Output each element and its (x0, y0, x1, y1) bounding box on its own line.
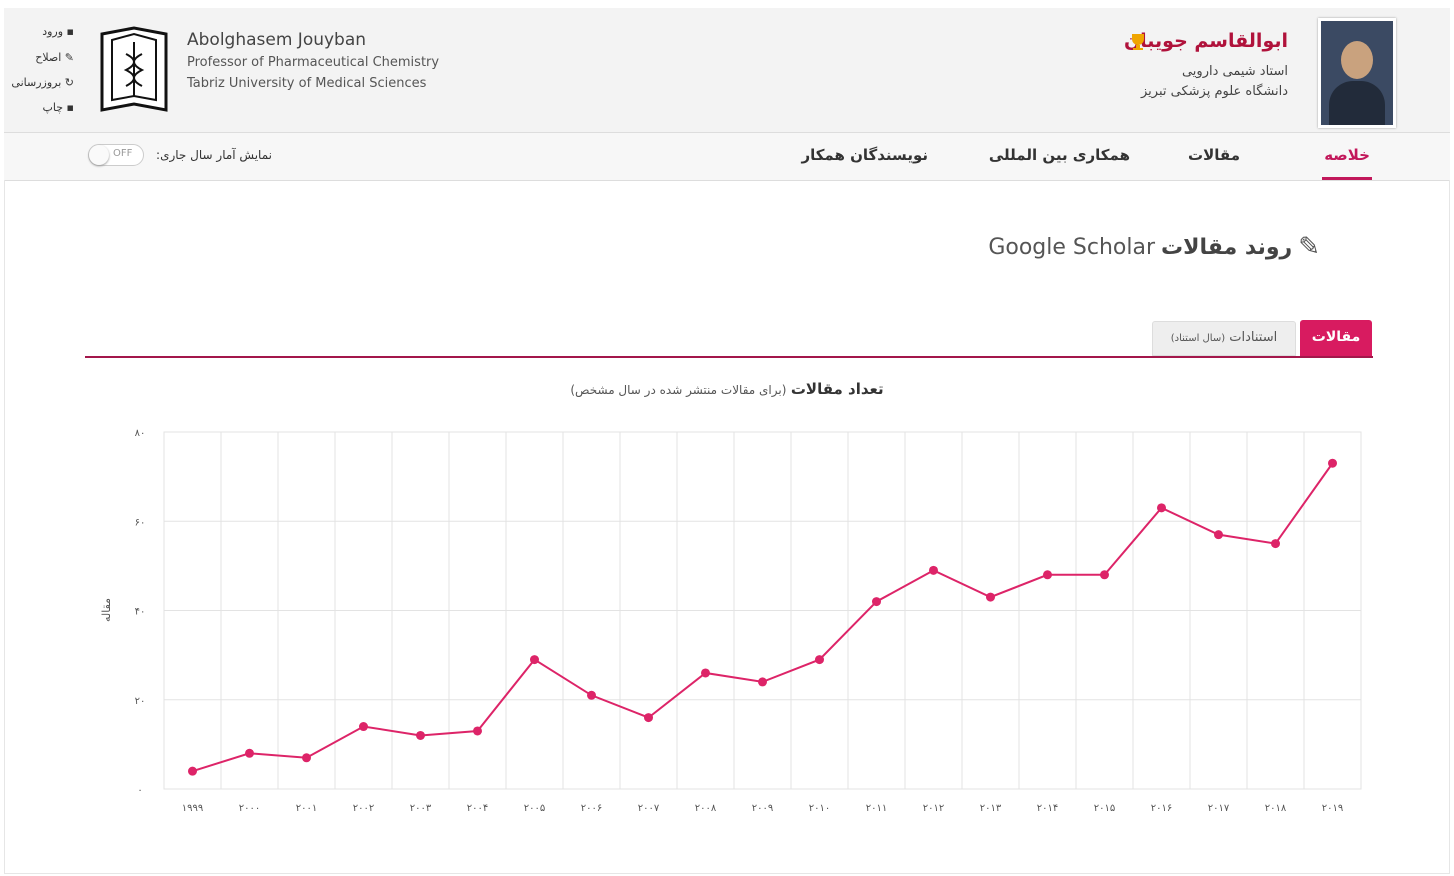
y-axis-label: مقاله (100, 598, 113, 622)
section-title: روند مقالات (1161, 235, 1292, 260)
chart-title: تعداد مقالات (791, 380, 884, 398)
tab-note[interactable]: (سال استناد) (1171, 333, 1225, 344)
data-point (473, 726, 482, 735)
print-link[interactable]: ▪ چاپ (43, 101, 74, 114)
name-en: Abolghasem Jouyban (187, 30, 366, 50)
title-fa: استاد شیمی دارویی (1182, 64, 1288, 79)
toggle-label: نمایش آمار سال جاری: (156, 148, 272, 162)
data-point (416, 731, 425, 740)
nav-tab[interactable]: نویسندگان همکار (801, 146, 928, 164)
x-tick-label: ۱۹۹۹ (182, 803, 203, 814)
data-point (1214, 530, 1223, 539)
data-point (359, 722, 368, 731)
data-point (1100, 570, 1109, 579)
login-link[interactable]: ▪ ورود (42, 25, 74, 38)
x-tick-label: ۲۰۰۳ (410, 803, 432, 814)
header: ابوالقاسم جویبان استاد شیمی دارویی دانشگ… (4, 8, 1450, 133)
link-text[interactable]: چاپ (43, 101, 64, 114)
x-tick-label: ۲۰۰۹ (752, 803, 773, 814)
link-text[interactable]: بروزرسانی (11, 76, 61, 89)
tab-underline (85, 356, 1373, 358)
x-tick-label: ۲۰۰۷ (638, 803, 660, 814)
profile-photo (1318, 18, 1396, 128)
data-point (929, 566, 938, 575)
section-tab[interactable]: استنادات (سال استناد) (1152, 321, 1296, 356)
trophy-icon (1128, 32, 1148, 52)
x-tick-label: ۲۰۱۱ (866, 803, 887, 814)
x-tick-label: ۲۰۱۶ (1151, 803, 1172, 814)
nav-tab[interactable]: مقالات (1188, 146, 1240, 164)
refresh-link[interactable]: ↻ بروزرسانی (11, 76, 74, 89)
y-tick-label: ۲۰ (135, 696, 146, 707)
data-point (188, 767, 197, 776)
data-point (1157, 503, 1166, 512)
x-tick-label: ۲۰۰۲ (353, 803, 374, 814)
x-tick-label: ۲۰۱۰ (809, 803, 830, 814)
data-point (758, 677, 767, 686)
x-tick-label: ۲۰۱۷ (1208, 803, 1230, 814)
nav-tab[interactable]: خلاصه (1322, 146, 1372, 180)
data-point (530, 655, 539, 664)
x-tick-label: ۲۰۰۴ (467, 803, 488, 814)
data-point (701, 668, 710, 677)
toggle[interactable]: OFF (88, 144, 144, 166)
x-tick-label: ۲۰۱۵ (1094, 803, 1115, 814)
section-heading: ✎ روند مقالات Google Scholar (988, 232, 1320, 262)
x-tick-label: ۲۰۰۵ (524, 803, 545, 814)
data-point (1043, 570, 1052, 579)
page: ابوالقاسم جویبان استاد شیمی دارویی دانشگ… (0, 0, 1454, 876)
x-tick-label: ۲۰۰۰ (239, 803, 260, 814)
title-en: Professor of Pharmaceutical Chemistry (187, 55, 439, 70)
y-tick-label: ۸۰ (135, 428, 146, 439)
university-logo (98, 26, 170, 114)
x-tick-label: ۲۰۱۸ (1265, 803, 1287, 814)
x-tick-label: ۲۰۰۸ (695, 803, 717, 814)
y-tick-label: ۰ (137, 785, 142, 796)
nav-bar: خلاصه مقالات همکاری بین المللی نویسندگان… (4, 133, 1450, 181)
x-tick-label: ۲۰۱۹ (1322, 803, 1343, 814)
name-fa: ابوالقاسم جویبان (1124, 30, 1288, 52)
pencil-icon: ✎ (1298, 232, 1320, 262)
link-text[interactable]: ورود (42, 25, 63, 38)
link-text[interactable]: اصلاح (35, 51, 61, 64)
x-tick-label: ۲۰۰۶ (581, 803, 602, 814)
nav-tab[interactable]: همکاری بین المللی (989, 146, 1130, 164)
data-point (644, 713, 653, 722)
affiliation-en: Tabriz University of Medical Sciences (187, 76, 426, 91)
affiliation-fa: دانشگاه علوم پزشکی تبریز (1141, 84, 1288, 99)
data-point (302, 753, 311, 762)
data-point (245, 749, 254, 758)
section-title-en: Google Scholar (988, 235, 1155, 260)
data-point (986, 593, 995, 602)
data-point (815, 655, 824, 664)
chart-subtitle: (برای مقالات منتشر شده در سال مشخص) (570, 383, 786, 398)
x-tick-label: ۲۰۱۳ (980, 803, 1002, 814)
edit-link[interactable]: ✎ اصلاح (35, 51, 74, 64)
x-tick-label: ۲۰۱۴ (1037, 803, 1058, 814)
x-tick-label: ۲۰۰۱ (296, 803, 317, 814)
chart: تعداد مقالات (برای مقالات منتشر شده در س… (0, 370, 1454, 830)
tab-text[interactable]: استنادات (1229, 330, 1277, 345)
y-tick-label: ۴۰ (135, 607, 146, 618)
x-tick-label: ۲۰۱۲ (923, 803, 944, 814)
toggle-state[interactable]: OFF (113, 148, 132, 159)
chart-heading: تعداد مقالات (برای مقالات منتشر شده در س… (570, 380, 883, 398)
data-point (587, 691, 596, 700)
data-point (1328, 459, 1337, 468)
data-point (1271, 539, 1280, 548)
section-tab[interactable]: مقالات (1300, 320, 1372, 357)
data-point (872, 597, 881, 606)
y-tick-label: ۶۰ (135, 517, 146, 528)
